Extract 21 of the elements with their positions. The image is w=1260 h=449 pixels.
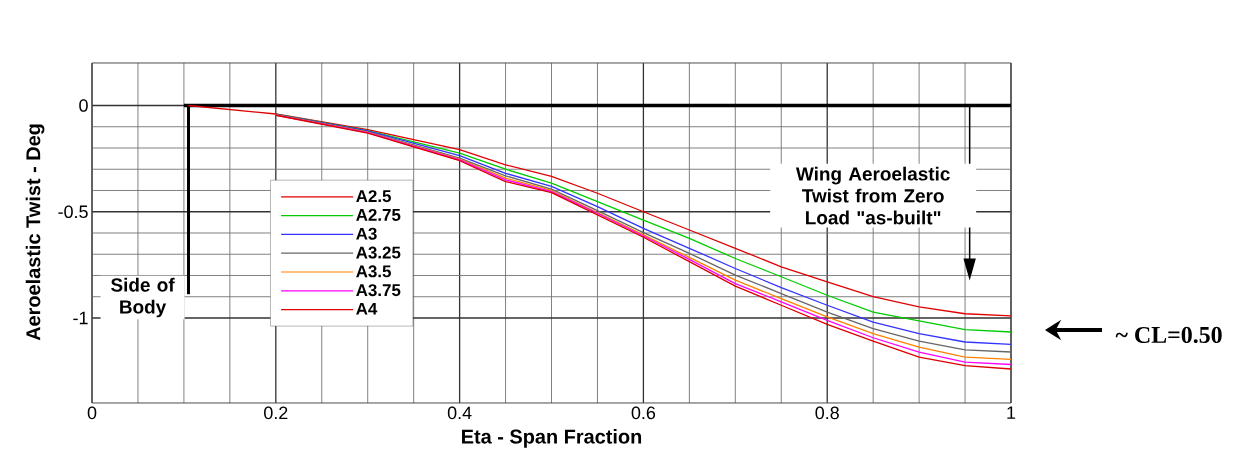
legend-label: A2.5 (356, 190, 391, 203)
legend-label: A3.5 (356, 265, 391, 278)
x-tick-label: 0.2 (264, 406, 288, 420)
x-tick-label: 0.6 (631, 406, 656, 420)
x-tick-label: 0.4 (447, 406, 472, 420)
y-tick-label: -0.5 (58, 205, 88, 219)
legend-label: A4 (356, 302, 378, 315)
x-tick-label: 0.8 (815, 406, 839, 420)
ref-line-label: Side of Body (111, 277, 175, 318)
y-tick-label: 0 (79, 99, 88, 112)
x-tick-label: 1 (1007, 406, 1016, 419)
x-tick-label: 0 (87, 406, 97, 420)
text: ~ CL=0.50 (1115, 326, 1222, 344)
x-axis-title: Eta - Span Fraction (462, 429, 642, 448)
legend-label: A3.25 (356, 246, 401, 259)
legend-label: A3.75 (356, 284, 401, 297)
y-tick-label: -1 (73, 311, 88, 325)
legend-label: A2.75 (356, 208, 401, 221)
y-axis-title: Aeroelastic Twist - Deg (25, 124, 45, 341)
annotation: Wing Aeroelastic Twist from Zero Load "as-built" (795, 166, 950, 225)
legend-label: A3 (356, 227, 377, 240)
